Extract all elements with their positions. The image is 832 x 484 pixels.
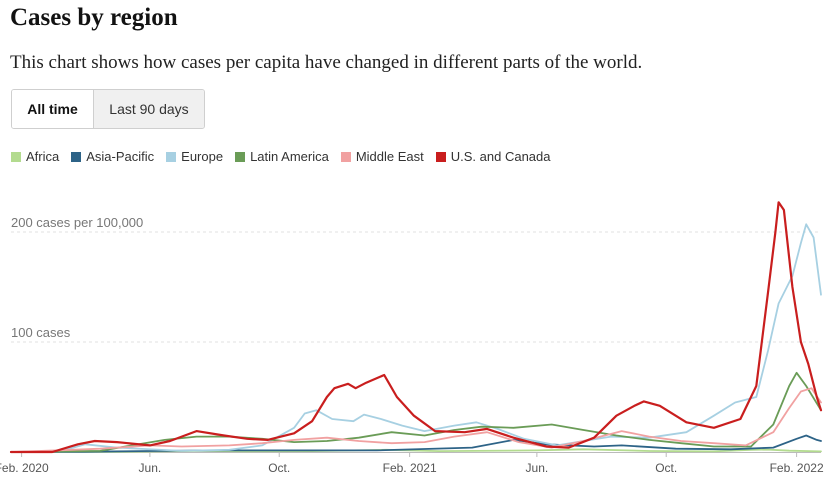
last-90-days-button[interactable]: Last 90 days — [94, 90, 204, 128]
x-tick-label-4: Jun. — [526, 461, 549, 475]
x-tick-label-6: Feb. 2022 — [770, 461, 824, 475]
series-line-u-s-and-canada — [9, 201, 823, 454]
series-line-asia-pacific — [10, 434, 822, 453]
legend-item-asia-pacific: Asia-Pacific — [71, 149, 154, 164]
x-tick-label-1: Jun. — [139, 461, 162, 475]
legend-item-middle-east: Middle East — [340, 149, 424, 164]
legend-swatch-middle-east — [340, 151, 351, 162]
chart-subtitle: This chart shows how cases per capita ha… — [10, 52, 643, 73]
legend-label-asia-pacific: Asia-Pacific — [86, 149, 155, 164]
x-tick-label-3: Feb. 2021 — [383, 461, 437, 475]
chart-title: Cases by region — [10, 4, 178, 31]
series-line-latin-america — [10, 371, 822, 453]
chart-legend: Africa Asia-Pacific Europe Latin America Mid… — [11, 149, 563, 164]
legend-item-europe: Europe — [166, 149, 223, 164]
legend-label-middle-east: Middle East — [355, 149, 424, 164]
legend-label-latin-america: Latin America — [250, 149, 329, 164]
legend-label-u-s-and-canada: U.S. and Canada — [450, 149, 551, 164]
legend-swatch-asia-pacific — [71, 151, 82, 162]
legend-item-latin-america: Latin America — [235, 149, 329, 164]
x-tick-label-2: Oct. — [268, 461, 290, 475]
series-line-middle-east — [10, 387, 822, 453]
y-tick-label-200: 200 cases per 100,000 — [11, 215, 143, 230]
x-tick-label-5: Oct. — [655, 461, 677, 475]
all-time-button[interactable]: All time — [12, 90, 94, 128]
x-tick-label-0: Feb. 2020 — [0, 461, 49, 475]
legend-item-u-s-and-canada: U.S. and Canada — [435, 149, 551, 164]
legend-swatch-europe — [166, 151, 177, 162]
series-line-europe — [10, 223, 822, 453]
legend-item-africa: Africa — [11, 149, 59, 164]
time-range-toggle: All time Last 90 days — [11, 89, 205, 129]
y-tick-label-100: 100 cases — [11, 325, 71, 340]
legend-swatch-u-s-and-canada — [435, 151, 446, 162]
legend-label-europe: Europe — [181, 149, 224, 164]
legend-swatch-africa — [11, 151, 21, 162]
legend-swatch-latin-america — [235, 151, 246, 162]
legend-label-africa: Africa — [26, 149, 60, 164]
